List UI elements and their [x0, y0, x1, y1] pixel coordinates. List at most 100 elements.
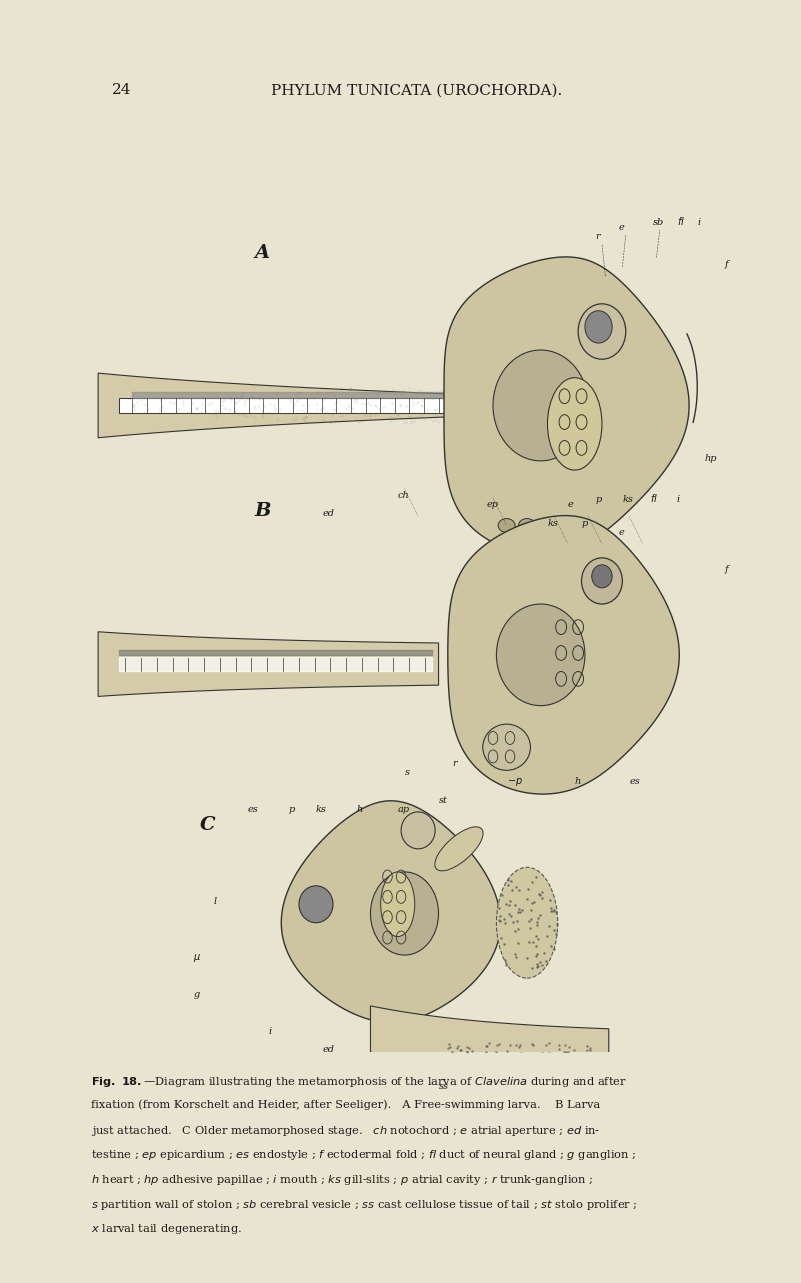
- Point: [454, 1039, 467, 1060]
- Point: [533, 952, 546, 973]
- Text: $\it{x}$ larval tail degenerating.: $\it{x}$ larval tail degenerating.: [91, 1223, 242, 1237]
- Point: [525, 908, 537, 929]
- Point: [476, 1046, 489, 1066]
- Point: [444, 1049, 457, 1070]
- Text: es: es: [630, 777, 640, 786]
- Point: [526, 1034, 539, 1055]
- Point: [581, 1037, 594, 1057]
- Point: [528, 1051, 541, 1071]
- Text: e: e: [619, 223, 625, 232]
- Point: [513, 1035, 526, 1056]
- Point: [509, 947, 522, 967]
- Point: [512, 933, 525, 953]
- Point: [524, 919, 537, 939]
- Point: [463, 1047, 476, 1067]
- Text: $\bf{Fig.\ 18.}$—Diagram illustrating the metamorphosis of the larva of $\it{Cla: $\bf{Fig.\ 18.}$—Diagram illustrating th…: [91, 1075, 627, 1088]
- Point: [489, 1042, 502, 1062]
- Point: [568, 1039, 581, 1060]
- Point: [560, 1042, 573, 1062]
- Point: [498, 912, 511, 933]
- Text: e: e: [568, 500, 574, 509]
- Point: [497, 934, 510, 955]
- Text: just attached.   C Older metamorphosed stage.   $\it{ch}$ notochord ; $\it{e}$ a: just attached. C Older metamorphosed sta…: [91, 1124, 600, 1138]
- Text: ed: ed: [323, 1046, 335, 1055]
- Point: [553, 1047, 566, 1067]
- Point: [503, 890, 516, 911]
- Point: [553, 1039, 566, 1060]
- Ellipse shape: [498, 518, 515, 532]
- Point: [562, 1037, 575, 1057]
- Text: A: A: [255, 244, 270, 262]
- Point: [446, 1042, 459, 1062]
- Text: r: r: [452, 758, 457, 767]
- Point: [481, 1035, 493, 1056]
- Point: [584, 1043, 597, 1064]
- Text: p: p: [288, 804, 295, 813]
- Point: [493, 911, 506, 931]
- Point: [529, 925, 542, 946]
- Point: [513, 898, 525, 919]
- Point: [572, 1044, 585, 1065]
- Point: [530, 953, 543, 974]
- Ellipse shape: [370, 872, 439, 955]
- Point: [520, 948, 533, 969]
- Point: [547, 901, 560, 921]
- Point: [457, 1046, 469, 1066]
- Polygon shape: [281, 801, 501, 1023]
- Text: ep: ep: [486, 500, 498, 509]
- Point: [480, 1042, 493, 1062]
- Point: [477, 1049, 490, 1070]
- Point: [510, 911, 523, 931]
- Text: $\it{s}$ partition wall of stolon ; $\it{sb}$ cerebral vesicle ; $\it{ss}$ cast : $\it{s}$ partition wall of stolon ; $\it…: [91, 1198, 638, 1211]
- Text: $-p$: $-p$: [506, 776, 522, 788]
- Point: [529, 935, 542, 956]
- Polygon shape: [98, 373, 459, 438]
- Ellipse shape: [592, 565, 612, 588]
- Point: [500, 1051, 513, 1071]
- Ellipse shape: [578, 304, 626, 359]
- Text: i: i: [697, 218, 700, 227]
- Point: [545, 935, 557, 956]
- Point: [529, 946, 542, 966]
- Point: [545, 898, 557, 919]
- Point: [436, 1048, 449, 1069]
- Text: $\it{h}$ heart ; $\it{hp}$ adhesive papillae ; $\it{i}$ mouth ; $\it{ks}$ gill-s: $\it{h}$ heart ; $\it{hp}$ adhesive papi…: [91, 1173, 594, 1187]
- Text: f: f: [724, 260, 728, 269]
- Polygon shape: [448, 516, 679, 794]
- Point: [502, 874, 515, 894]
- Point: [451, 1037, 464, 1057]
- Polygon shape: [370, 1006, 609, 1075]
- Point: [527, 1046, 540, 1066]
- Text: C: C: [200, 816, 215, 834]
- Point: [550, 913, 563, 934]
- Polygon shape: [119, 398, 452, 413]
- Point: [512, 919, 525, 939]
- Text: ks: ks: [622, 495, 634, 504]
- Point: [547, 920, 560, 940]
- Text: st: st: [439, 795, 448, 804]
- Point: [461, 1042, 474, 1062]
- Text: i: i: [268, 1026, 272, 1035]
- Ellipse shape: [380, 872, 415, 937]
- Text: ks: ks: [316, 804, 327, 813]
- Text: sb: sb: [653, 218, 664, 227]
- Ellipse shape: [299, 885, 333, 922]
- Point: [497, 908, 510, 929]
- Point: [543, 1033, 556, 1053]
- Point: [448, 1048, 461, 1069]
- Point: [505, 880, 518, 901]
- Point: [553, 1034, 566, 1055]
- Point: [439, 1044, 452, 1065]
- Point: [503, 905, 516, 925]
- Text: fixation (from Korschelt and Heider, after Seeliger).   A Free-swimming larva.  : fixation (from Korschelt and Heider, aft…: [91, 1100, 600, 1110]
- Point: [523, 933, 536, 953]
- Point: [509, 894, 521, 915]
- Point: [545, 901, 557, 921]
- Point: [546, 1047, 559, 1067]
- Point: [549, 924, 562, 944]
- Ellipse shape: [483, 724, 530, 770]
- Ellipse shape: [547, 377, 602, 470]
- Point: [539, 1034, 552, 1055]
- Text: i: i: [677, 495, 680, 504]
- Point: [513, 880, 525, 901]
